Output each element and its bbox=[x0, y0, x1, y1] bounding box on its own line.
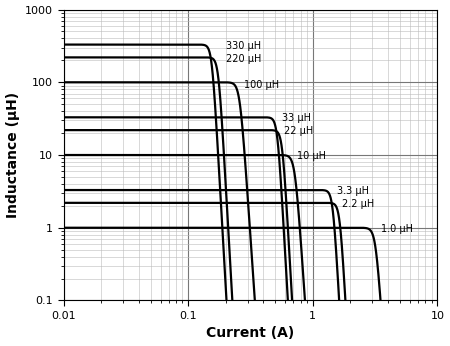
Text: 10 μH: 10 μH bbox=[297, 151, 326, 161]
Text: 33 μH: 33 μH bbox=[283, 113, 311, 123]
Text: 3.3 μH: 3.3 μH bbox=[337, 185, 369, 195]
Text: 220 μH: 220 μH bbox=[226, 54, 261, 64]
Text: 22 μH: 22 μH bbox=[284, 126, 314, 136]
Text: 330 μH: 330 μH bbox=[226, 40, 261, 51]
Text: 2.2 μH: 2.2 μH bbox=[342, 199, 374, 209]
X-axis label: Current (A): Current (A) bbox=[207, 326, 295, 340]
Y-axis label: Inductance (μH): Inductance (μH) bbox=[5, 92, 19, 218]
Text: 100 μH: 100 μH bbox=[244, 80, 279, 90]
Text: 1.0 μH: 1.0 μH bbox=[381, 224, 413, 234]
